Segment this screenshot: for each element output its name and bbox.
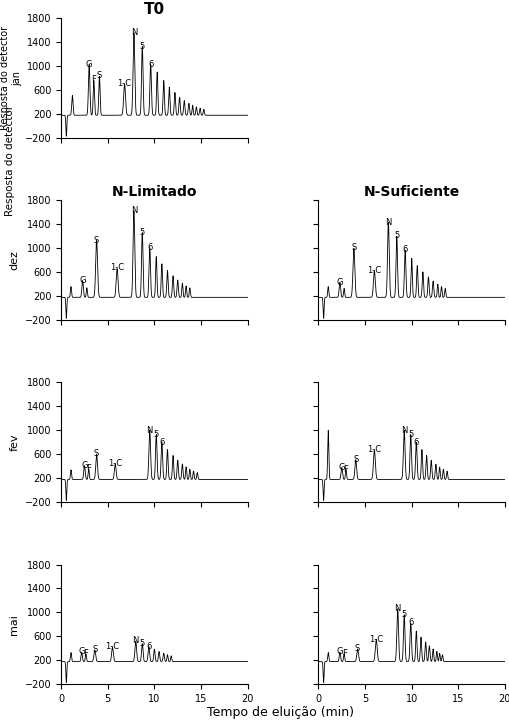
Text: 6: 6	[147, 243, 152, 252]
Text: 1-C: 1-C	[110, 264, 124, 272]
Text: S: S	[94, 449, 99, 459]
Text: 5: 5	[407, 430, 413, 439]
Text: 1-C: 1-C	[369, 635, 383, 644]
Text: N: N	[130, 206, 137, 215]
Text: 6: 6	[407, 618, 413, 628]
Text: F: F	[86, 464, 91, 473]
Text: Tempo de eluição (min): Tempo de eluição (min)	[207, 706, 353, 719]
Text: 5: 5	[153, 430, 159, 439]
Text: 1-C: 1-C	[108, 459, 122, 468]
Title: T0: T0	[144, 2, 164, 17]
Text: 6: 6	[402, 245, 407, 254]
Y-axis label: mai: mai	[9, 614, 19, 635]
Text: S: S	[94, 236, 99, 245]
Text: S: S	[354, 644, 359, 653]
Text: N: N	[146, 426, 153, 435]
Text: N: N	[130, 28, 137, 37]
Text: F: F	[91, 75, 96, 84]
Text: N: N	[394, 604, 400, 613]
Text: S: S	[97, 71, 102, 81]
Text: G: G	[336, 278, 343, 287]
Text: 6: 6	[146, 642, 151, 651]
Text: 6: 6	[413, 438, 418, 446]
Text: 5: 5	[401, 610, 406, 619]
Text: 6: 6	[148, 60, 153, 68]
Text: F: F	[343, 464, 348, 474]
Title: N-Limitado: N-Limitado	[111, 185, 197, 199]
Text: N: N	[132, 636, 138, 646]
Y-axis label: fev: fev	[9, 434, 19, 451]
Text: 1-C: 1-C	[105, 642, 119, 652]
Text: G: G	[336, 647, 343, 657]
Text: N: N	[384, 218, 391, 226]
Text: G: G	[78, 647, 85, 657]
Text: F: F	[83, 649, 88, 658]
Text: G: G	[79, 276, 86, 285]
Text: G: G	[338, 463, 345, 472]
Text: 1-C: 1-C	[366, 446, 381, 454]
Text: 5: 5	[139, 41, 145, 50]
Text: 1-C: 1-C	[366, 266, 381, 275]
Text: 5: 5	[139, 228, 145, 237]
Text: G: G	[86, 60, 92, 68]
Text: S: S	[92, 645, 97, 654]
Text: S: S	[352, 455, 358, 464]
Text: S: S	[351, 243, 356, 253]
Text: Resposta do detector: Resposta do detector	[5, 105, 15, 215]
Text: F: F	[341, 649, 346, 658]
Text: 5: 5	[139, 638, 145, 648]
Text: 1-C: 1-C	[117, 79, 131, 88]
Text: N: N	[400, 426, 407, 435]
Text: G: G	[81, 461, 88, 470]
Text: 5: 5	[393, 232, 399, 240]
Y-axis label: Resposta do detector
jan: Resposta do detector jan	[1, 26, 22, 130]
Title: N-Suficiente: N-Suficiente	[363, 185, 459, 199]
Text: 6: 6	[159, 438, 164, 446]
Y-axis label: dez: dez	[9, 250, 19, 270]
